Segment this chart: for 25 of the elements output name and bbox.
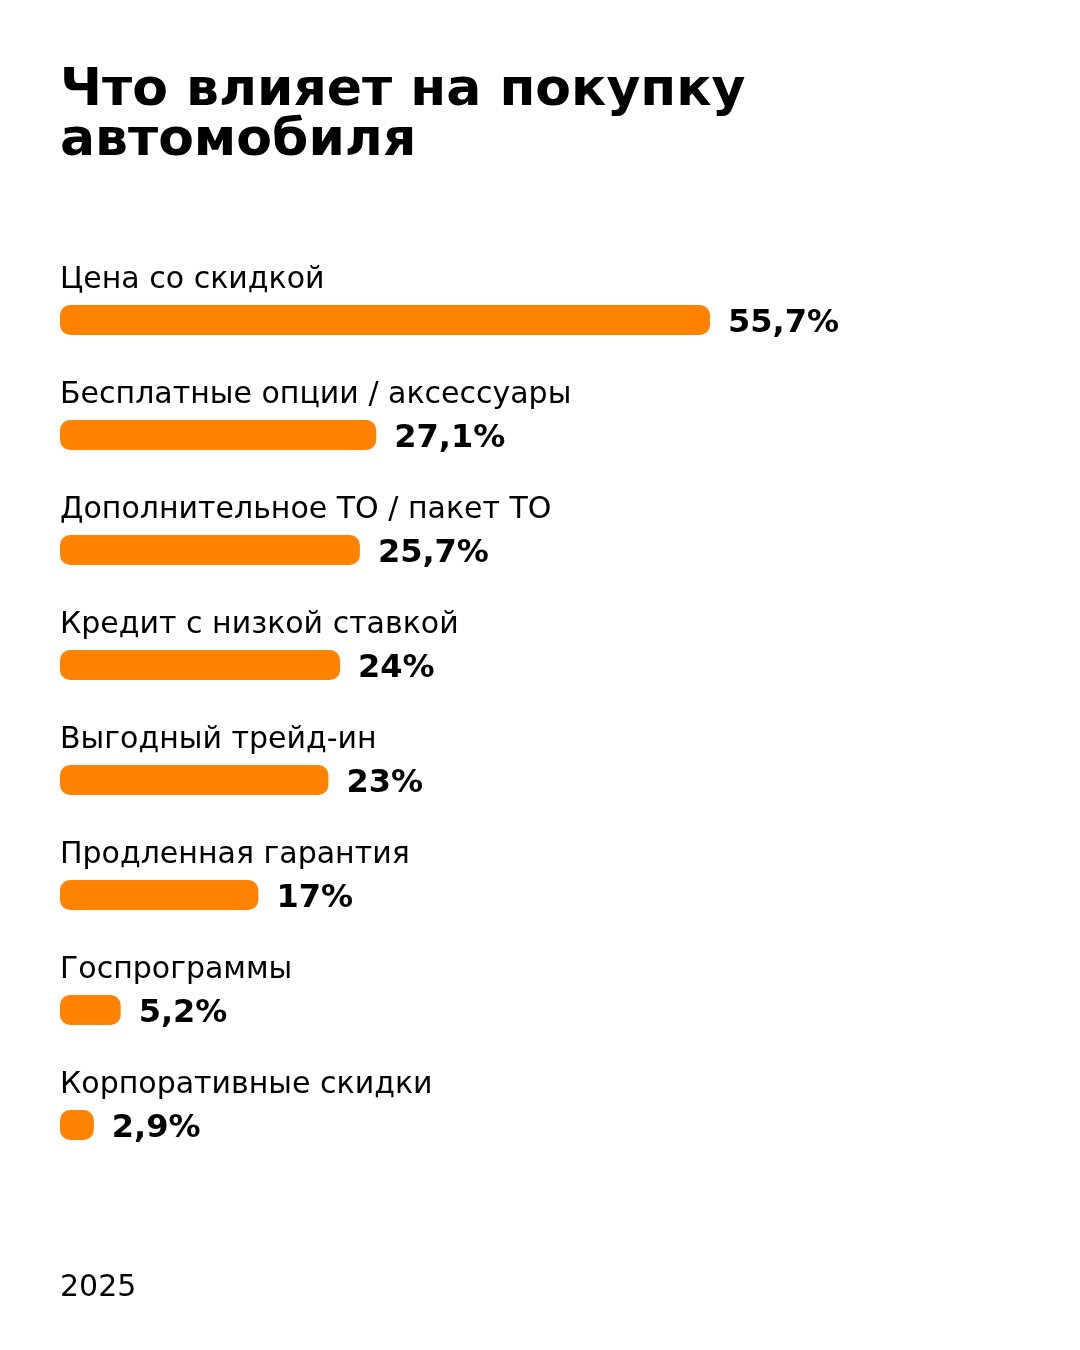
- y-tick-label: Бесплатные опции / аксессуары: [60, 375, 572, 410]
- y-tick-label: Кредит с низкой ставкой: [60, 605, 459, 640]
- data-label: 25,7%: [377, 532, 489, 570]
- bar: [60, 305, 710, 335]
- data-label: 17%: [276, 877, 353, 915]
- data-label: 27,1%: [394, 417, 506, 455]
- data-label: 2,9%: [111, 1107, 201, 1145]
- data-label: 23%: [346, 762, 423, 800]
- bar: [60, 650, 341, 680]
- chart-title: Что влияет на покупку автомобиля: [60, 57, 747, 167]
- y-tick-label: Цена со скидкой: [60, 260, 325, 295]
- bar: [60, 420, 377, 450]
- y-tick-label: Дополнительное ТО / пакет ТО: [60, 490, 552, 525]
- y-tick-label: Продленная гарантия: [60, 835, 410, 870]
- bar: [60, 765, 329, 795]
- bar: [60, 880, 259, 910]
- y-tick-label: Корпоративные скидки: [60, 1065, 433, 1100]
- bar: [60, 535, 360, 565]
- bar: [60, 995, 121, 1025]
- data-label: 55,7%: [728, 302, 840, 340]
- y-tick-label: Госпрограммы: [60, 950, 293, 985]
- y-tick-label: Выгодный трейд-ин: [60, 720, 377, 755]
- data-label: 24%: [358, 647, 435, 685]
- text: 2025: [60, 1267, 137, 1305]
- data-label: 5,2%: [138, 992, 228, 1030]
